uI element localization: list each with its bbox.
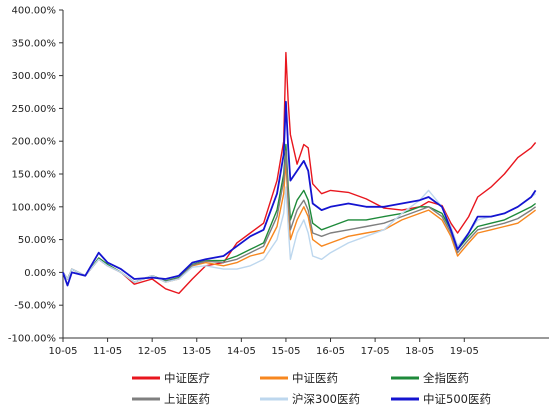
x-tick-label: 19-05: [450, 346, 479, 357]
y-tick-label: 150.00%: [12, 170, 57, 181]
y-tick-label: -100.00%: [8, 334, 56, 345]
x-tick-label: 16-05: [316, 346, 345, 357]
y-tick-label: 250.00%: [12, 104, 57, 115]
y-tick-label: 200.00%: [12, 137, 57, 148]
x-tick-label: 14-05: [227, 346, 256, 357]
series-line-5: [62, 186, 537, 283]
y-tick-label: 400.00%: [12, 6, 57, 17]
legend-label-4: 上证医药: [164, 392, 210, 406]
y-tick-label: 50.00%: [18, 235, 56, 246]
series-line-3: [62, 143, 537, 283]
x-tick-label: 17-05: [361, 346, 390, 357]
y-tick-label: 0.00%: [24, 268, 56, 279]
legend-label-1: 中证医疗: [164, 371, 210, 385]
x-tick-label: 12-05: [138, 346, 167, 357]
y-tick-label: 300.00%: [12, 71, 57, 82]
legend-label-5: 沪深300医药: [292, 392, 360, 406]
y-tick-label: -50.00%: [14, 301, 56, 312]
legend-label-3: 全指医药: [423, 371, 469, 385]
x-tick-label: 13-05: [182, 346, 211, 357]
x-tick-label: 10-05: [48, 346, 77, 357]
legend-label-6: 中证500医药: [423, 392, 491, 406]
y-tick-label: 350.00%: [12, 38, 57, 49]
legend-label-2: 中证医药: [292, 371, 338, 385]
series-line-6: [62, 100, 537, 287]
x-tick-label: 18-05: [405, 346, 434, 357]
x-tick-label: 11-05: [93, 346, 122, 357]
series-layer: [62, 51, 537, 295]
axes: 400.00% 350.00% 300.00% 250.00% 200.00% 150.0…: [8, 6, 549, 357]
x-tick-label: 15-05: [271, 346, 300, 357]
y-tick-label: 100.00%: [12, 202, 57, 213]
series-line-1: [62, 51, 537, 295]
